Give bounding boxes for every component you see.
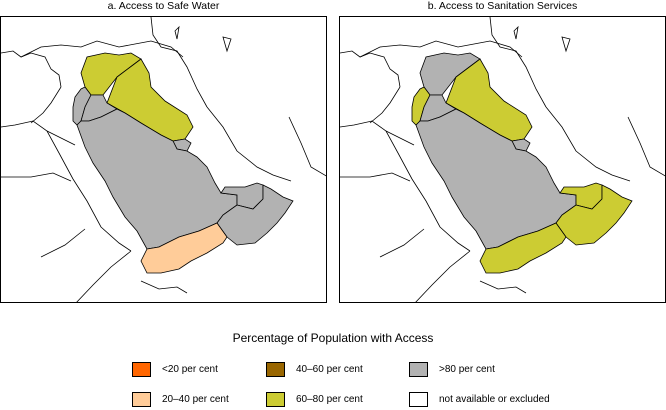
legend-item-40-60: 40–60 per cent [266,361,363,377]
coastline-africa-west [369,86,401,124]
legend-swatch [266,391,285,407]
boundary-north [489,17,547,108]
coastline-africa-red-sea [340,120,471,252]
legend-label: >80 per cent [439,363,495,375]
coastline-africa-west [30,86,62,124]
map-panel-a [0,16,327,303]
island-1 [174,25,180,40]
coastline-turkey [359,40,523,58]
boundary-iran-east [206,106,292,182]
legend-item-20-40: 20–40 per cent [132,391,229,407]
coastline-mediterranean [340,50,401,88]
legend-item-lt20: <20 per cent [132,361,218,377]
legend-item-na: not available or excluded [409,391,550,407]
boundary-africa-2 [385,130,415,146]
legend-label: 20–40 per cent [162,393,229,405]
legend-swatch [266,361,285,377]
legend-item-gt80: >80 per cent [409,361,495,377]
legend-swatch [132,391,151,407]
region-yemen [140,222,228,274]
legend-swatch [409,391,428,407]
boundary-africa-4 [379,228,425,258]
boundary-africa-3 [415,250,471,302]
boundary-africa-1 [1,172,72,182]
legend-label: 40–60 per cent [296,363,363,375]
legend-label: <20 per cent [162,363,218,375]
panel-a-title: a. Access to Safe Water [107,0,220,12]
coastline-horn [140,280,188,294]
legend-label: not available or excluded [439,393,550,405]
map-panel-b [339,16,666,303]
legend-item-60-80: 60–80 per cent [266,391,363,407]
boundary-pakistan [288,116,326,177]
legend-title: Percentage of Population with Access [232,331,434,345]
boundary-africa-3 [76,250,132,302]
coastline-turkey [20,40,184,58]
coastline-africa-red-sea [1,120,132,252]
legend-swatch [132,361,151,377]
legend-label: 60–80 per cent [296,393,363,405]
panel-b-title: b. Access to Sanitation Services [427,0,578,12]
boundary-africa-4 [40,228,86,258]
island-2 [222,36,232,53]
region-oman [555,184,633,246]
region-oman [216,184,294,246]
boundary-africa-2 [46,130,76,146]
island-1 [513,25,519,40]
legend-swatch [409,361,428,377]
coastline-mediterranean [1,50,62,88]
island-2 [561,36,571,53]
boundary-iran-east [545,106,631,182]
region-yemen [479,222,567,274]
boundary-north [150,17,208,108]
boundary-africa-1 [340,172,411,182]
coastline-horn [479,280,527,294]
boundary-pakistan [627,116,665,177]
